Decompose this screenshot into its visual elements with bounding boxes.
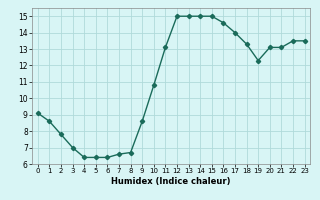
X-axis label: Humidex (Indice chaleur): Humidex (Indice chaleur) [111, 177, 231, 186]
